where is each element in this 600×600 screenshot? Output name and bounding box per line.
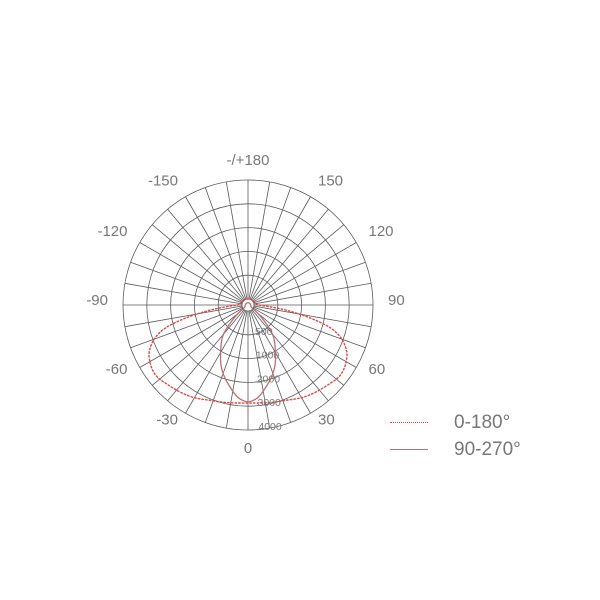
svg-text:1000: 1000: [256, 350, 280, 362]
svg-text:90: 90: [388, 292, 405, 309]
svg-text:-60: -60: [106, 361, 128, 378]
svg-text:4000: 4000: [258, 421, 282, 433]
svg-text:-/+180: -/+180: [227, 152, 270, 169]
svg-text:2000: 2000: [257, 373, 281, 385]
svg-text:500: 500: [255, 326, 273, 338]
svg-text:60: 60: [369, 361, 386, 378]
svg-text:3000: 3000: [258, 397, 282, 409]
svg-text:150: 150: [318, 172, 343, 189]
svg-text:-90: -90: [86, 292, 108, 309]
svg-text:-150: -150: [148, 172, 178, 189]
svg-text:30: 30: [318, 412, 335, 429]
svg-text:0: 0: [244, 440, 252, 457]
svg-text:-30: -30: [156, 412, 178, 429]
svg-text:120: 120: [369, 223, 394, 240]
svg-text:-120: -120: [97, 223, 127, 240]
